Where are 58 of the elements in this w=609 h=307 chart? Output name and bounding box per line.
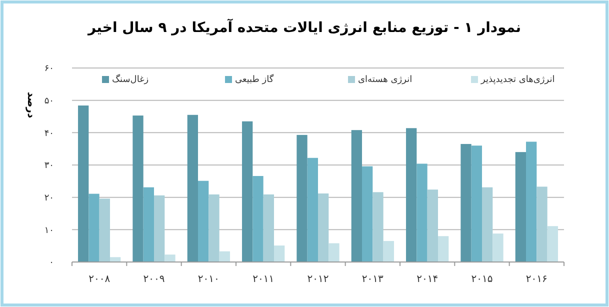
x-tick-label: ۲۰۱۴ xyxy=(416,274,438,285)
y-tick-label: ۶۰ xyxy=(44,64,54,74)
bar xyxy=(263,194,274,262)
y-tick-label: ۰ xyxy=(49,258,54,268)
x-tick-label: ۲۰۱۵ xyxy=(471,274,493,285)
bar xyxy=(492,234,504,262)
bar xyxy=(252,176,264,262)
bar xyxy=(351,130,362,262)
legend-label: انرژی‌های تجدیدپذیر xyxy=(480,75,555,85)
legend-label: انرژی هسته‌ای xyxy=(358,75,412,85)
bar xyxy=(110,257,121,262)
bar xyxy=(328,243,340,262)
bar xyxy=(164,254,176,262)
bar xyxy=(208,194,220,262)
bar xyxy=(198,180,209,262)
bar xyxy=(438,236,449,262)
x-tick-label: ۲۰۰۹ xyxy=(143,274,165,285)
bar xyxy=(88,194,100,262)
bar xyxy=(362,166,373,262)
bar xyxy=(154,195,165,262)
legend-label: زغال‌سنگ xyxy=(112,73,149,85)
y-tick-label: ۵۰ xyxy=(44,96,54,106)
bar xyxy=(318,193,329,262)
bar xyxy=(427,190,438,262)
x-tick-label: ۲۰۱۳ xyxy=(362,274,384,285)
bar xyxy=(99,198,110,262)
y-tick-label: ۲۰ xyxy=(44,193,54,204)
bar xyxy=(307,158,318,262)
x-tick-label: ۲۰۱۲ xyxy=(307,274,329,285)
y-tick-label: ۳۰ xyxy=(44,161,54,172)
bar xyxy=(406,128,417,262)
y-axis-title: درصد xyxy=(25,92,36,118)
bar xyxy=(536,186,548,262)
bar xyxy=(187,114,198,262)
bar xyxy=(274,246,285,262)
bar xyxy=(547,226,558,262)
bar xyxy=(526,142,537,262)
x-tick-label: ۲۰۱۱ xyxy=(252,274,274,285)
bar xyxy=(219,251,230,262)
bar xyxy=(296,134,308,262)
bar xyxy=(460,144,472,262)
bar xyxy=(143,187,154,262)
bar xyxy=(416,164,428,262)
x-tick-label: ۲۰۰۸ xyxy=(88,274,111,285)
legend-label: گاز طبیعی xyxy=(235,73,274,85)
bar xyxy=(383,240,394,262)
bar xyxy=(78,106,89,262)
bar xyxy=(242,121,253,262)
bar xyxy=(515,152,526,262)
x-tick-label: ۲۰۱۰ xyxy=(198,274,220,285)
y-tick-label: ۴۰ xyxy=(44,128,54,139)
bar xyxy=(471,146,482,262)
bar xyxy=(132,116,144,262)
chart-title: نمودار ۱ - توزیع منابع انرژی ایالات متحده آمریکا در ۹ سال اخیر xyxy=(86,18,522,36)
y-tick-label: ۱۰ xyxy=(44,226,54,236)
bar xyxy=(482,187,493,262)
bar xyxy=(372,192,384,262)
x-tick-label: ۲۰۱۶ xyxy=(526,274,548,285)
